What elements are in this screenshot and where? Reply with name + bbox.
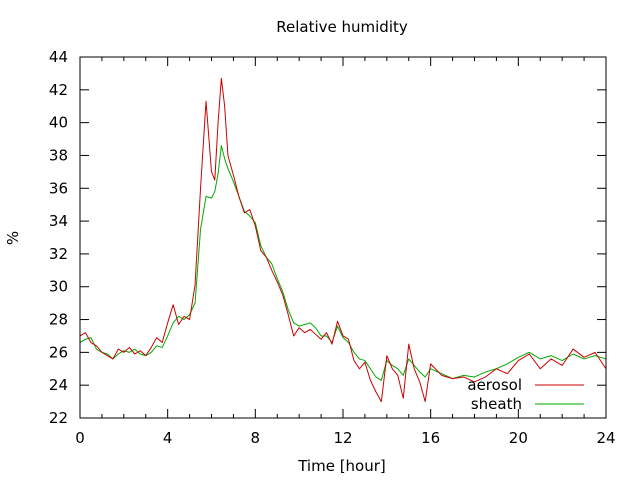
y-tick-label: 26 (49, 343, 68, 361)
x-tick-label: 4 (163, 429, 173, 447)
x-axis-label: Time [hour] (297, 457, 386, 475)
y-tick-label: 42 (49, 81, 68, 99)
x-tick-label: 12 (333, 429, 352, 447)
y-tick-label: 40 (49, 114, 68, 132)
legend-label-aerosol: aerosol (467, 376, 522, 394)
x-tick-label: 16 (421, 429, 440, 447)
chart-title: Relative humidity (276, 18, 408, 36)
y-tick-label: 30 (49, 278, 68, 296)
x-tick-label: 0 (75, 429, 85, 447)
y-tick-label: 44 (49, 48, 68, 66)
y-tick-label: 34 (49, 212, 68, 230)
series-line-aerosol (79, 77, 607, 403)
x-tick-label: 20 (509, 429, 528, 447)
legend-label-sheath: sheath (471, 395, 522, 413)
y-tick-label: 36 (49, 179, 68, 197)
series-lines (79, 77, 607, 403)
plot-frame (79, 56, 607, 419)
y-tick-label: 32 (49, 245, 68, 263)
y-tick-label: 24 (49, 376, 68, 394)
y-axis-label: % (4, 231, 22, 245)
y-tick-label: 28 (49, 311, 68, 329)
series-line-sheath (79, 145, 607, 381)
x-tick-label: 8 (251, 429, 261, 447)
axis-ticks: 0 4 8 12 16 20 24 22 24 26 28 30 32 34 36 38 40 42 44 (49, 48, 616, 447)
y-tick-label: 38 (49, 146, 68, 164)
y-tick-label: 22 (49, 409, 68, 427)
x-tick-label: 24 (596, 429, 615, 447)
